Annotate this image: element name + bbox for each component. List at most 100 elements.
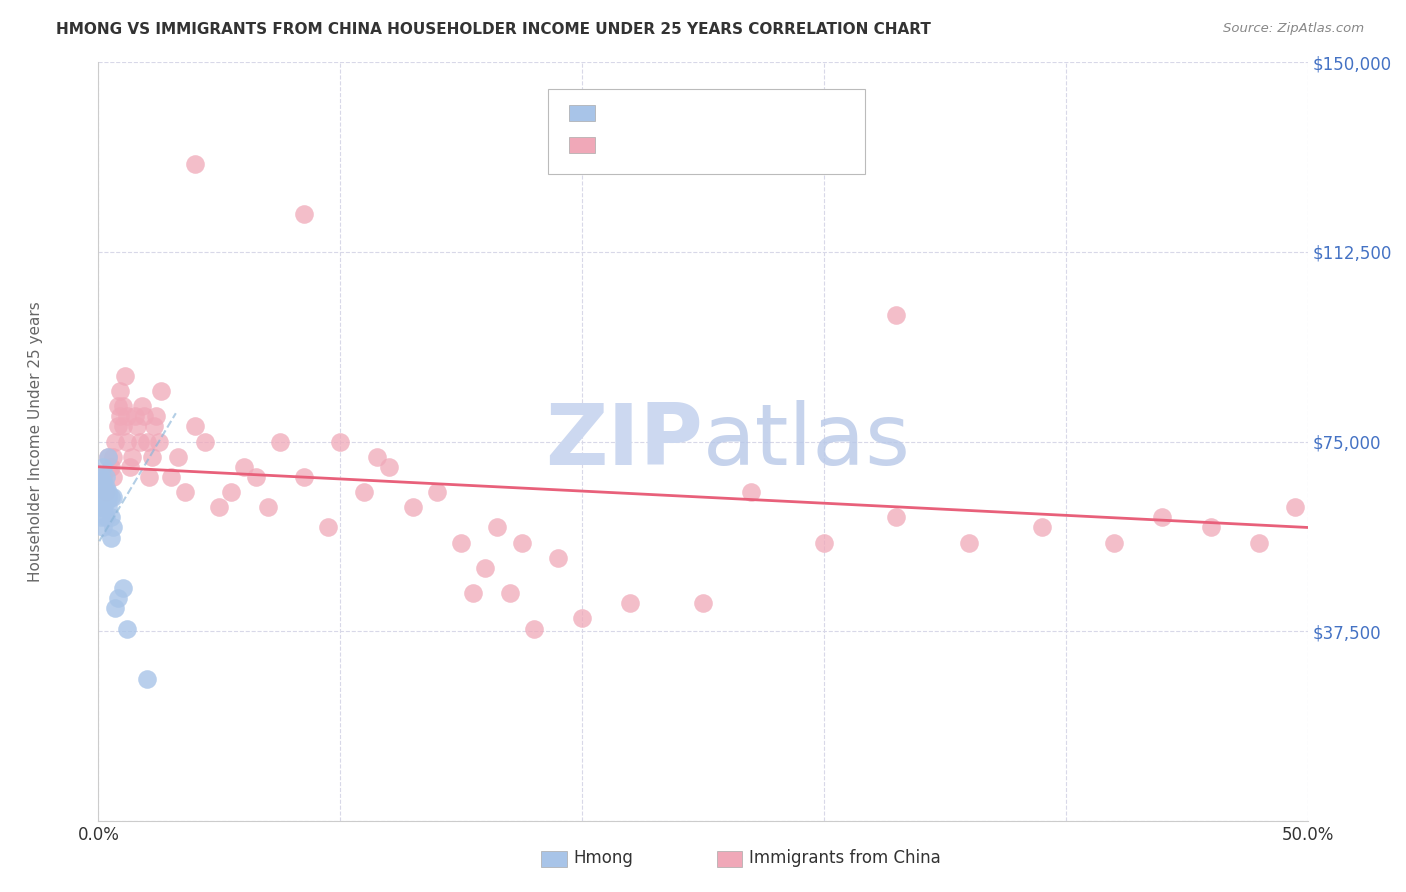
Point <box>117 622 139 636</box>
Text: Immigrants from China: Immigrants from China <box>749 849 941 867</box>
Point <box>886 510 908 524</box>
Point <box>121 450 143 464</box>
Point <box>474 561 496 575</box>
Point <box>101 490 124 504</box>
Point <box>128 434 150 449</box>
Point <box>90 485 112 500</box>
Text: ZIP: ZIP <box>546 400 703 483</box>
Text: R =: R = <box>605 136 641 154</box>
Point <box>208 500 231 515</box>
Point <box>97 450 120 464</box>
Point <box>135 434 157 449</box>
Point <box>886 308 908 322</box>
Point <box>91 485 114 500</box>
Point <box>94 495 117 509</box>
Point <box>97 450 120 464</box>
Point <box>463 586 485 600</box>
Point <box>101 450 124 464</box>
Point <box>353 485 375 500</box>
Point <box>100 490 122 504</box>
Point <box>100 459 122 474</box>
Point <box>97 485 120 500</box>
Point <box>90 510 112 524</box>
Point <box>108 409 131 424</box>
Point <box>143 419 166 434</box>
Point <box>91 520 114 534</box>
Point <box>148 434 170 449</box>
Point <box>292 207 315 221</box>
Point <box>141 450 163 464</box>
Point <box>107 419 129 434</box>
Point <box>101 470 124 484</box>
Point <box>269 434 291 449</box>
Point <box>1152 510 1174 524</box>
Point <box>108 384 131 398</box>
Point <box>256 500 278 515</box>
Text: R =: R = <box>605 104 641 122</box>
Point <box>184 419 207 434</box>
Point <box>94 470 117 484</box>
Point <box>221 485 243 500</box>
Point <box>813 535 835 549</box>
Point <box>94 480 117 494</box>
Point <box>111 399 134 413</box>
Point <box>97 490 120 504</box>
Point <box>316 520 339 534</box>
Y-axis label: Householder Income Under 25 years: Householder Income Under 25 years <box>28 301 42 582</box>
Point <box>107 591 129 606</box>
Point <box>91 495 114 509</box>
Point <box>692 596 714 610</box>
Point <box>523 622 546 636</box>
Point <box>91 475 114 489</box>
Text: 70: 70 <box>741 136 766 154</box>
Point <box>366 450 388 464</box>
Point <box>138 470 160 484</box>
Point <box>104 434 127 449</box>
Text: 30: 30 <box>741 104 766 122</box>
Point <box>1102 535 1125 549</box>
Point <box>100 531 122 545</box>
Text: Source: ZipAtlas.com: Source: ZipAtlas.com <box>1223 22 1364 36</box>
Point <box>571 611 593 625</box>
Point <box>91 470 114 484</box>
Point <box>1031 520 1053 534</box>
Point <box>94 510 117 524</box>
Point <box>117 409 139 424</box>
Point <box>174 485 197 500</box>
Point <box>510 535 533 549</box>
Point <box>498 586 520 600</box>
Point <box>160 470 183 484</box>
Text: -0.114: -0.114 <box>644 136 709 154</box>
Point <box>547 550 569 565</box>
Point <box>245 470 267 484</box>
Text: 0.132: 0.132 <box>644 104 700 122</box>
Point <box>101 520 124 534</box>
Point <box>184 156 207 170</box>
Point <box>329 434 352 449</box>
Point <box>104 601 127 615</box>
Text: N =: N = <box>703 136 740 154</box>
Point <box>107 399 129 413</box>
Point <box>740 485 762 500</box>
Point <box>1199 520 1222 534</box>
Point <box>90 500 112 515</box>
Point <box>486 520 509 534</box>
Text: atlas: atlas <box>703 400 911 483</box>
Point <box>957 535 980 549</box>
Text: Hmong: Hmong <box>574 849 634 867</box>
Point <box>167 450 190 464</box>
Point <box>91 459 114 474</box>
Point <box>114 368 136 383</box>
Point <box>90 475 112 489</box>
Point <box>94 485 117 500</box>
Point <box>91 500 114 515</box>
Point <box>426 485 449 500</box>
Point <box>1284 500 1306 515</box>
Point <box>292 470 315 484</box>
Point <box>100 510 122 524</box>
Point <box>1249 535 1271 549</box>
Point <box>124 409 146 424</box>
Point <box>131 399 153 413</box>
Point <box>94 485 117 500</box>
Point <box>134 409 156 424</box>
